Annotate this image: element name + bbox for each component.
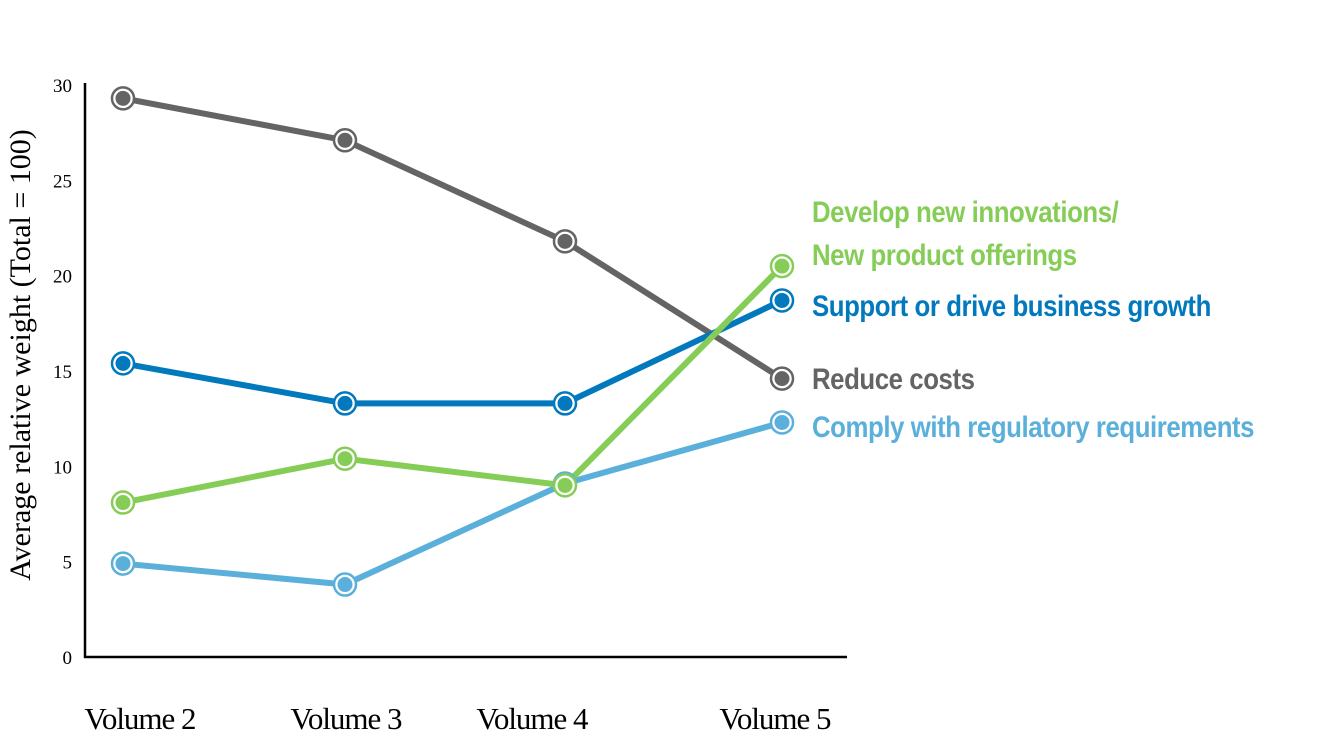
- y-tick-label: 0: [63, 648, 73, 669]
- y-tick-label: 15: [53, 362, 72, 383]
- marker-dot: [774, 292, 790, 308]
- series-label-reduce-costs: Reduce costs: [812, 362, 975, 395]
- series-label-develop-new-innovations-new-product-offerings: New product offerings: [812, 238, 1077, 271]
- data-point-develop-new-innovations-new-product-offerings: [110, 490, 136, 515]
- series-line-support-or-drive-business-growth: [122, 297, 784, 407]
- series-line-develop-new-innovations-new-product-offerings: [122, 263, 785, 506]
- axes: [83, 83, 847, 659]
- y-axis-title: Average relative weight (Total = 100): [4, 129, 37, 581]
- marker-dot: [774, 371, 790, 387]
- x-tick-label: Volume 2: [84, 701, 195, 736]
- marker-dot: [774, 414, 790, 430]
- series-markers: [110, 86, 795, 597]
- data-point-comply-with-regulatory-requirements: [110, 551, 136, 576]
- data-point-reduce-costs: [769, 366, 795, 391]
- x-tick-label: Volume 3: [290, 701, 402, 736]
- marker-dot: [557, 233, 573, 249]
- series-label-develop-new-innovations-new-product-offerings: Develop new innovations/: [812, 195, 1119, 228]
- marker-dot: [337, 451, 353, 467]
- x-tick-labels: Volume 2 Volume 3 Volume 4 Volume 5: [84, 701, 832, 736]
- data-point-develop-new-innovations-new-product-offerings: [769, 253, 795, 279]
- marker-dot: [557, 477, 573, 493]
- y-tick-label: 10: [53, 457, 72, 478]
- marker-dot: [337, 132, 353, 148]
- data-point-support-or-drive-business-growth: [110, 351, 136, 376]
- data-point-develop-new-innovations-new-product-offerings: [332, 446, 358, 471]
- data-point-comply-with-regulatory-requirements: [769, 410, 795, 435]
- data-point-support-or-drive-business-growth: [332, 391, 358, 416]
- y-tick-label: 25: [53, 171, 72, 192]
- y-tick-label: 30: [53, 76, 72, 97]
- marker-dot: [115, 355, 131, 371]
- y-tick-label: 20: [53, 267, 72, 288]
- series-line-reduce-costs: [122, 95, 784, 382]
- marker-dot: [115, 495, 131, 511]
- x-tick-label: Volume 4: [476, 701, 589, 736]
- data-point-support-or-drive-business-growth: [552, 391, 578, 416]
- series-labels: Reduce costs Support or drive business gr…: [812, 195, 1255, 443]
- y-tick-label: 5: [63, 553, 73, 574]
- y-tick-labels: 0 5 10 15 20 25 30: [53, 76, 72, 669]
- data-point-support-or-drive-business-growth: [769, 288, 795, 313]
- marker-dot: [337, 577, 353, 593]
- data-point-reduce-costs: [110, 86, 136, 111]
- marker-dot: [115, 90, 131, 106]
- series-lines: [122, 95, 785, 588]
- series-line-comply-with-regulatory-requirements: [122, 419, 783, 588]
- data-point-comply-with-regulatory-requirements: [332, 572, 358, 597]
- marker-dot: [337, 395, 353, 411]
- data-point-reduce-costs: [552, 229, 578, 254]
- series-label-support-or-drive-business-growth: Support or drive business growth: [812, 289, 1211, 322]
- marker-dot: [115, 556, 131, 572]
- data-point-reduce-costs: [332, 128, 358, 153]
- x-tick-label: Volume 5: [719, 701, 831, 736]
- marker-dot: [774, 258, 790, 274]
- data-point-develop-new-innovations-new-product-offerings: [552, 473, 578, 498]
- series-label-comply-with-regulatory-requirements: Comply with regulatory requirements: [812, 410, 1254, 443]
- marker-dot: [557, 395, 573, 411]
